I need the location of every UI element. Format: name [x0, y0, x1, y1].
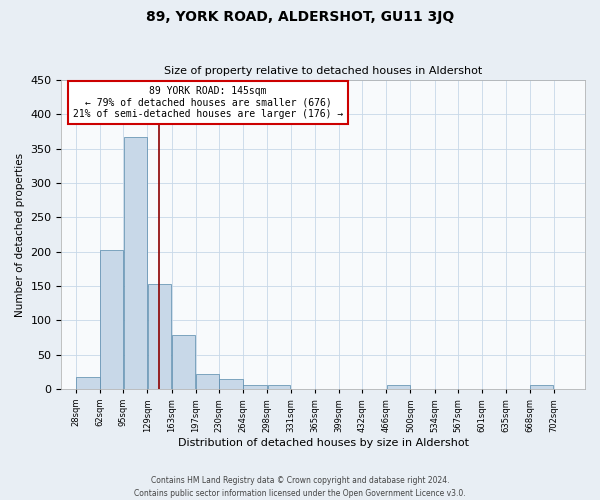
Bar [172, 334, 196, 389]
Bar [386, 386, 410, 389]
Bar [100, 250, 123, 389]
Title: Size of property relative to detached houses in Aldershot: Size of property relative to detached ho… [164, 66, 482, 76]
Bar [196, 374, 219, 389]
Bar [220, 378, 243, 389]
Text: 89, YORK ROAD, ALDERSHOT, GU11 3JQ: 89, YORK ROAD, ALDERSHOT, GU11 3JQ [146, 10, 454, 24]
Bar [244, 386, 267, 389]
Text: Contains HM Land Registry data © Crown copyright and database right 2024.
Contai: Contains HM Land Registry data © Crown c… [134, 476, 466, 498]
X-axis label: Distribution of detached houses by size in Aldershot: Distribution of detached houses by size … [178, 438, 469, 448]
Bar [268, 386, 290, 389]
Bar [530, 386, 553, 389]
Y-axis label: Number of detached properties: Number of detached properties [15, 152, 25, 316]
Bar [148, 284, 172, 389]
Bar [76, 376, 100, 389]
Bar [124, 137, 147, 389]
Text: 89 YORK ROAD: 145sqm
← 79% of detached houses are smaller (676)
21% of semi-deta: 89 YORK ROAD: 145sqm ← 79% of detached h… [73, 86, 343, 120]
